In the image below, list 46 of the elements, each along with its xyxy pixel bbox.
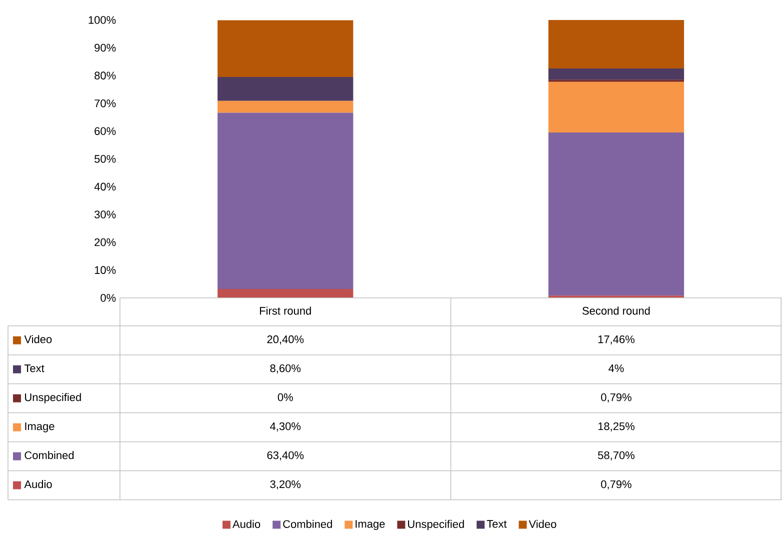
y-tick-label: 60% xyxy=(94,127,116,136)
bar xyxy=(218,100,354,113)
data-label: 0,79% xyxy=(601,480,632,490)
data-label: 4% xyxy=(608,364,624,372)
data-label: 8,60% xyxy=(270,364,301,374)
text: Unspecified xyxy=(25,393,81,404)
bar xyxy=(218,289,354,298)
text: Image xyxy=(356,520,385,530)
bar xyxy=(548,20,684,69)
legend-label: Text xyxy=(24,364,44,372)
x-tick-label: First round xyxy=(260,306,311,315)
bar xyxy=(218,20,354,78)
y-tick-label: 40% xyxy=(94,182,116,191)
x-tick-label: Second round xyxy=(582,306,650,315)
y-tick-label: 20% xyxy=(94,238,116,246)
data-label: 0% xyxy=(278,393,293,402)
y-tick-label: 100% xyxy=(88,16,116,24)
legend-label: Combined xyxy=(24,451,74,460)
data-label: 0,79% xyxy=(601,393,632,403)
text: Audio xyxy=(24,480,52,488)
y-tick-label: 70% xyxy=(94,100,116,108)
text: Combined xyxy=(283,520,332,528)
y-tick-label: 50% xyxy=(94,155,116,163)
text: Video xyxy=(528,520,556,528)
legend-label: Audio xyxy=(232,520,260,528)
y-tick-label: 10% xyxy=(94,266,116,274)
data-label: 63,40% xyxy=(267,451,304,461)
legend-label: Video xyxy=(24,335,52,344)
data-label: 17,46% xyxy=(598,336,634,345)
data-label: 4,30% xyxy=(270,422,301,432)
text: Text xyxy=(486,520,507,528)
y-tick-label: 0% xyxy=(100,294,116,302)
y-tick-label: 30% xyxy=(94,210,116,219)
bar xyxy=(548,82,684,133)
y-tick-label: 90% xyxy=(94,44,116,52)
data-label: 18,25% xyxy=(598,422,634,432)
data-label: 3,20% xyxy=(270,480,301,490)
bar xyxy=(218,77,354,101)
data-label: 20,40% xyxy=(267,336,304,345)
legend-label: Image xyxy=(25,422,54,432)
legend-label: Unspecified xyxy=(408,520,464,530)
bar xyxy=(548,132,684,296)
y-tick-label: 80% xyxy=(94,72,116,80)
bar xyxy=(218,112,354,290)
bar xyxy=(548,68,684,80)
data-label: 58,70% xyxy=(598,451,634,461)
